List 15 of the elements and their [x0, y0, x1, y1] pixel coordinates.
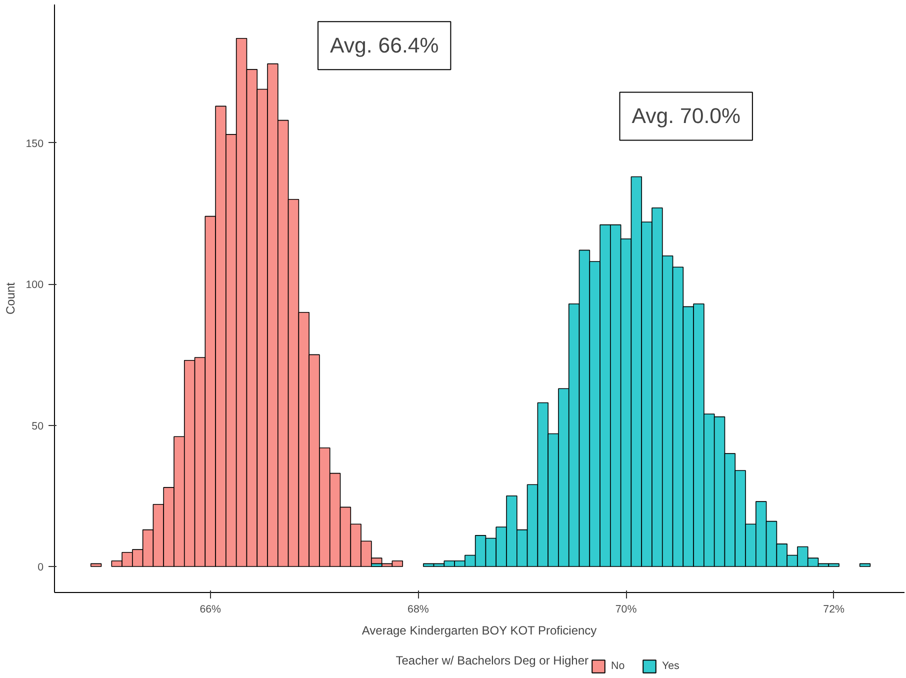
annotation: Avg. 66.4% [330, 34, 439, 58]
y-tick-label: 50 [32, 420, 44, 432]
y-tick-label: 150 [26, 138, 44, 150]
legend-label: Yes [662, 660, 680, 672]
annotation: Avg. 70.0% [632, 104, 740, 128]
legend-label: No [611, 660, 626, 672]
legend-title: Teacher w/ Bachelors Deg or Higher [396, 654, 589, 668]
y-tick-label: 0 [38, 562, 44, 574]
y-axis-title: Count [4, 282, 18, 315]
x-tick-label: 70% [615, 604, 638, 616]
x-tick-label: 68% [408, 604, 430, 616]
y-tick-label: 100 [26, 279, 44, 292]
x-axis-title: Average Kindergarten BOY KOT Proficiency [362, 624, 597, 638]
x-tick-label: 66% [200, 604, 222, 616]
x-tick-label: 72% [823, 604, 846, 616]
